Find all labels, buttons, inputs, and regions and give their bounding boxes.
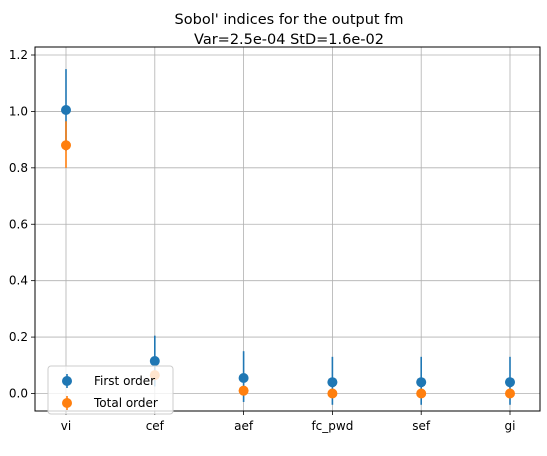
data-point — [61, 140, 71, 151]
x-tick-label: vi — [61, 419, 71, 433]
legend-marker — [62, 398, 72, 408]
y-tick-label: 1.0 — [9, 104, 28, 118]
data-point — [505, 377, 515, 388]
y-tick-label: 0.2 — [9, 330, 28, 344]
legend: First order Total order — [47, 365, 174, 415]
x-tick-label: aef — [234, 419, 254, 433]
data-point — [238, 372, 249, 383]
data-point — [149, 356, 160, 367]
x-tick-label: fc_pwd — [311, 419, 353, 433]
data-point — [505, 388, 515, 399]
y-tick-label: 0.0 — [9, 387, 28, 401]
x-tick-label: gi — [505, 419, 516, 433]
legend-box — [47, 365, 174, 415]
y-tick-label: 0.4 — [9, 274, 28, 288]
x-tick-label: cef — [146, 419, 165, 433]
chart-subtitle: Var=2.5e-04 StD=1.6e-02 — [194, 32, 384, 48]
x-tick-label: sef — [412, 419, 431, 433]
data-point — [416, 377, 427, 388]
plot-data — [61, 69, 515, 405]
axes: 0.0 0.2 0.4 0.6 0.8 1.0 1.2 vi cef aef fc_pwd sef gi — [9, 48, 516, 433]
y-tick-label: 0.6 — [9, 217, 28, 231]
plot-frame — [34, 46, 541, 412]
y-tick-label: 0.8 — [9, 161, 28, 175]
data-point — [416, 388, 427, 399]
legend-label: First order — [94, 374, 155, 388]
data-point — [327, 377, 338, 388]
data-point — [238, 385, 249, 396]
data-point — [61, 105, 71, 116]
legend-label: Total order — [93, 396, 158, 410]
legend-marker — [62, 376, 72, 386]
chart-title: Sobol' indices for the output fm — [175, 12, 404, 28]
y-tick-label: 1.2 — [9, 48, 28, 62]
grid — [35, 47, 540, 411]
data-point — [327, 388, 338, 399]
